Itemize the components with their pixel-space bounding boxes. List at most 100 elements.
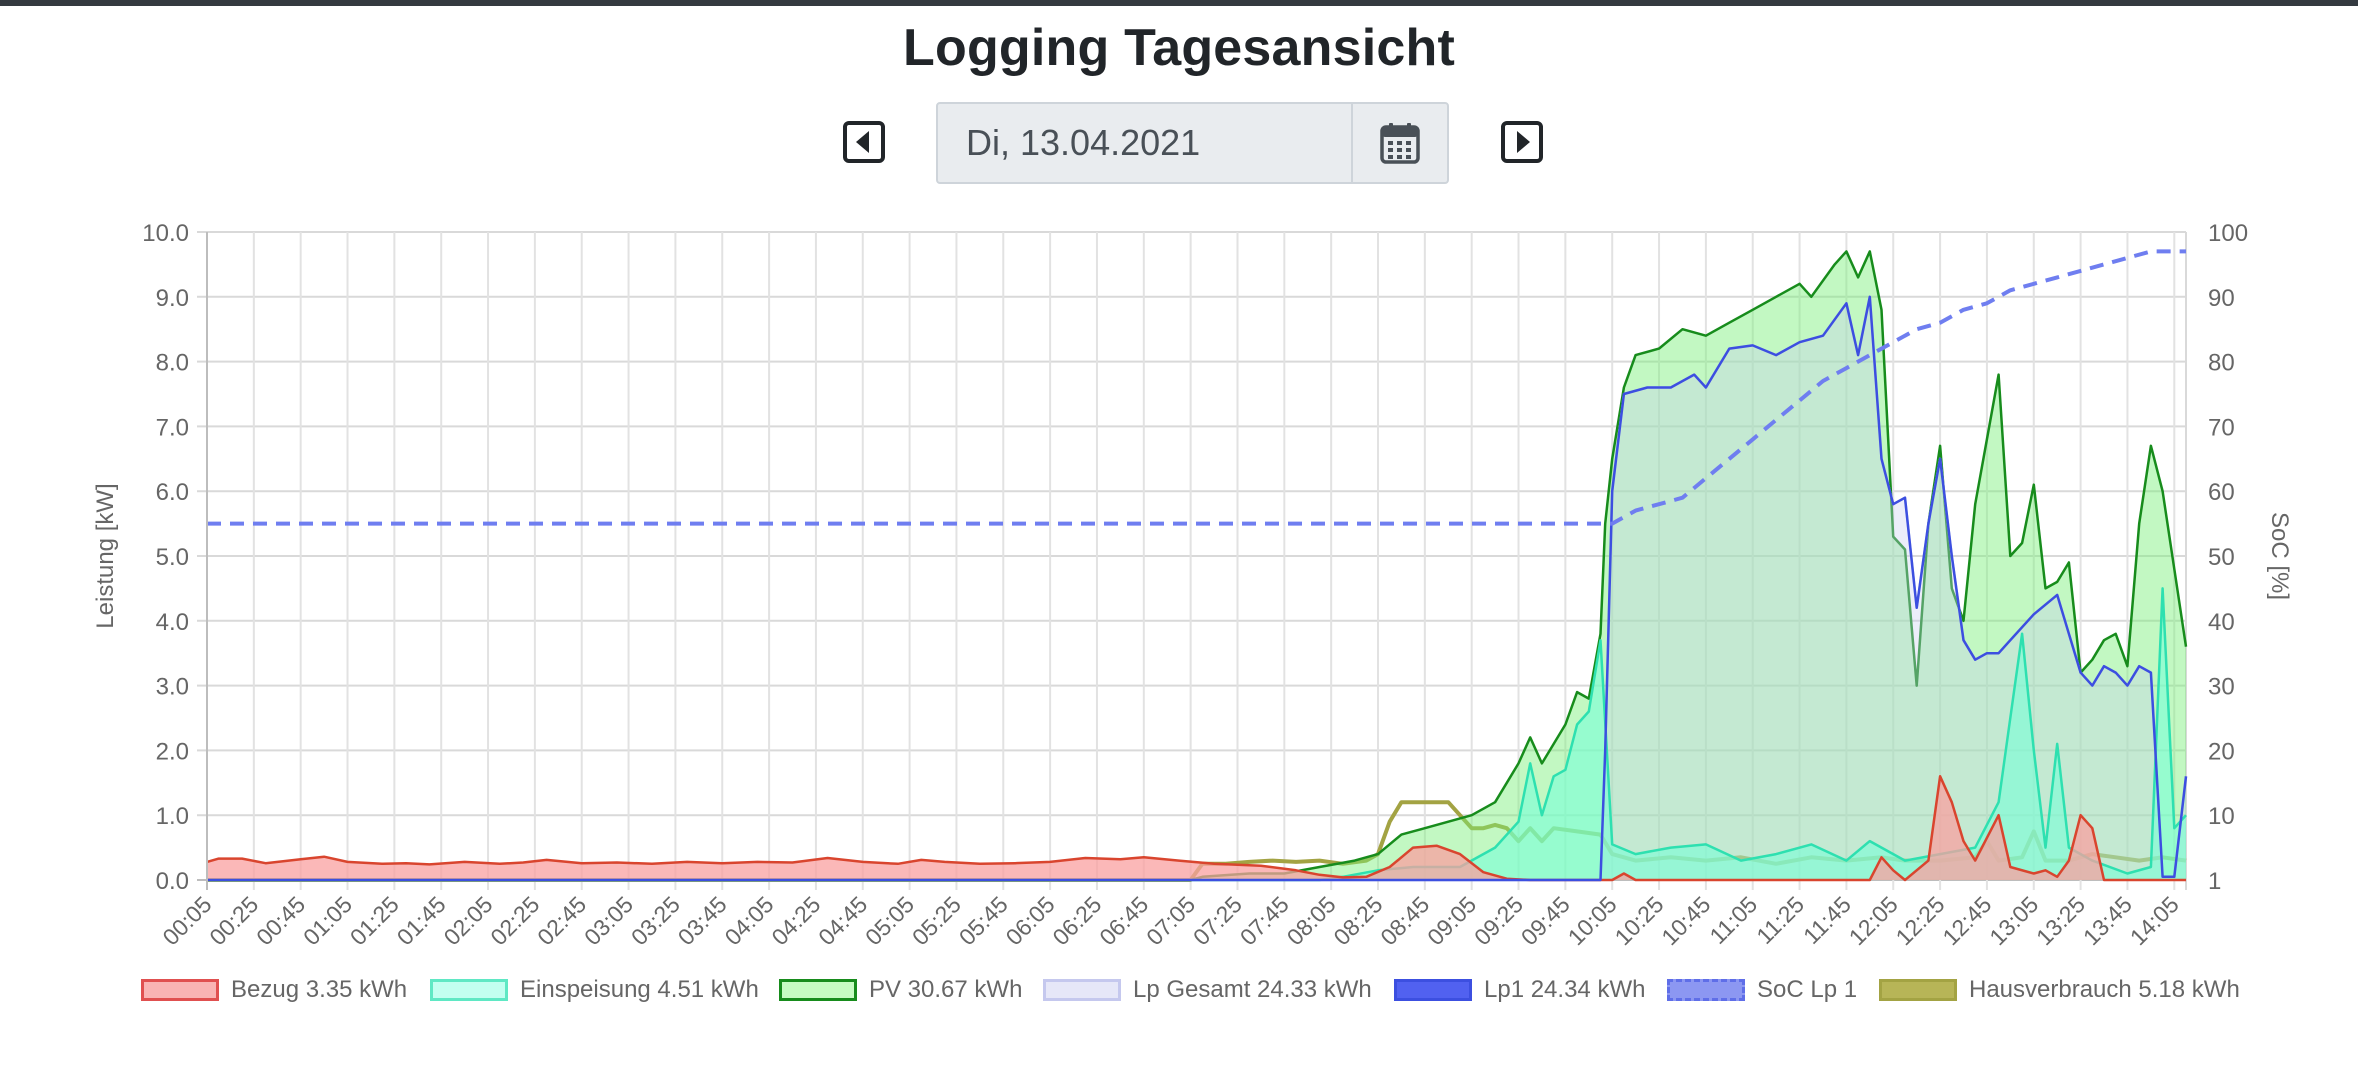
x-tick-label: 10:45	[1656, 891, 1715, 950]
y2-tick-label: 70	[2208, 414, 2235, 441]
x-tick-label: 05:45	[954, 891, 1013, 950]
y-axis-title: Leistung [kW]	[92, 483, 119, 628]
x-tick-label: 14:05	[2125, 891, 2184, 950]
x-tick-label: 10:05	[1563, 891, 1622, 950]
x-tick-label: 03:45	[673, 891, 732, 950]
legend-item[interactable]: Lp Gesamt 24.33 kWh	[1043, 970, 1372, 1010]
series-line-bezug-3-35-kwh	[206, 775, 2186, 882]
legend-swatch	[1879, 979, 1957, 1001]
legend-label: Lp1 24.34 kWh	[1484, 976, 1646, 1003]
x-tick-label: 11:25	[1751, 891, 1809, 949]
y-tick-label: 2.0	[156, 738, 189, 765]
date-input[interactable]: Di, 13.04.2021	[966, 122, 1201, 163]
x-tick-label: 04:45	[813, 891, 872, 950]
x-tick-label: 00:05	[157, 891, 216, 950]
date-picker[interactable]: Di, 13.04.2021	[936, 102, 1449, 184]
y-tick-label: 5.0	[156, 544, 189, 571]
y2-tick-label: 30	[2208, 674, 2235, 701]
y2-tick-label: 60	[2208, 479, 2235, 506]
x-tick-label: 05:25	[907, 891, 966, 950]
legend-swatch	[1043, 979, 1121, 1001]
x-tick-label: 06:45	[1094, 891, 1153, 950]
x-tick-label: 12:05	[1844, 891, 1903, 950]
y2-tick-label: 80	[2208, 350, 2235, 377]
y2-tick-label: 50	[2208, 544, 2235, 571]
x-tick-label: 02:05	[438, 891, 497, 950]
x-tick-label: 13:45	[2078, 891, 2137, 950]
x-tick-label: 04:05	[720, 891, 779, 950]
y2-tick-label: 40	[2208, 609, 2235, 636]
x-tick-label: 00:25	[204, 891, 263, 950]
x-tick-label: 08:25	[1328, 891, 1387, 950]
legend-swatch	[779, 979, 857, 1001]
x-tick-label: 00:45	[251, 891, 310, 950]
x-tick-label: 01:05	[298, 891, 357, 950]
legend-swatch	[1667, 979, 1745, 1001]
series-area-bezug-3-35-kwh	[207, 776, 2186, 880]
power-chart: 0.0 1.0 2.0 3.0 4.0 5.0 6.0 7.0 8.0 9.0 10.0 1 10 20 3…	[92, 220, 2293, 950]
legend-item[interactable]: PV 30.67 kWh	[779, 970, 1022, 1010]
next-day-button[interactable]	[1500, 120, 1544, 164]
y2-axis-title: SoC [%]	[2266, 512, 2293, 600]
x-tick-label: 09:05	[1422, 891, 1481, 950]
y-tick-label: 9.0	[156, 285, 189, 312]
series-line-pv-30-67-kwh	[207, 250, 2188, 882]
legend-item[interactable]: Einspeisung 4.51 kWh	[430, 970, 759, 1010]
x-tick-label: 08:05	[1282, 891, 1341, 950]
y-tick-label: 0.0	[156, 868, 189, 895]
x-tick-label: 10:25	[1609, 891, 1668, 950]
series-line-soc-lp-1	[207, 249, 2186, 526]
x-tick-label: 12:45	[1937, 891, 1996, 950]
legend-item[interactable]: Lp1 24.34 kWh	[1394, 970, 1645, 1010]
y-tick-label: 1.0	[156, 803, 189, 830]
y-tick-label: 8.0	[156, 350, 189, 377]
x-tick-label: 09:25	[1469, 891, 1528, 950]
page-title: Logging Tagesansicht	[903, 19, 1455, 77]
series-line-einspeisung-4-51-kwh	[207, 587, 2187, 882]
legend-item[interactable]: Bezug 3.35 kWh	[141, 970, 407, 1010]
legend-label: PV 30.67 kWh	[869, 976, 1023, 1003]
x-tick-label: 11:05	[1704, 891, 1762, 949]
y-tick-label: 4.0	[156, 609, 189, 636]
legend-item[interactable]: Hausverbrauch 5.18 kWh	[1879, 970, 2240, 1010]
y2-tick-label: 100	[2208, 220, 2248, 247]
calendar-button[interactable]	[1351, 104, 1447, 182]
y2-tick-label: 20	[2208, 738, 2235, 765]
x-tick-label: 01:45	[392, 891, 451, 950]
x-tick-label: 03:05	[579, 891, 638, 950]
legend-label: SoC Lp 1	[1757, 976, 1858, 1003]
legend-label: Einspeisung 4.51 kWh	[520, 976, 759, 1003]
series-line-lp1-24-34-kwh	[207, 295, 2188, 882]
y-tick-label: 6.0	[156, 479, 189, 506]
legend-swatch	[430, 979, 508, 1001]
x-tick-label: 13:25	[2031, 891, 2090, 950]
y2-tick-label: 90	[2208, 285, 2235, 312]
legend-label: Bezug 3.35 kWh	[231, 976, 408, 1003]
series-area-lp-gesamt-24-33-kwh	[207, 296, 2186, 880]
y-tick-label: 7.0	[156, 414, 189, 441]
x-tick-label: 02:25	[485, 891, 544, 950]
x-tick-label: 08:45	[1375, 891, 1434, 950]
legend-label: Lp Gesamt 24.33 kWh	[1133, 976, 1372, 1003]
x-tick-label: 02:45	[532, 891, 591, 950]
x-tick-label: 01:25	[345, 891, 404, 950]
series-area-pv-30-67-kwh	[207, 251, 2186, 880]
legend-swatch	[141, 979, 219, 1001]
chart-legend: Bezug 3.35 kWh Einspeisung 4.51 kWh PV 30.…	[0, 970, 2358, 1010]
top-bar	[0, 0, 2358, 6]
x-tick-label: 13:05	[1984, 891, 2043, 950]
x-tick-label: 07:05	[1141, 891, 1200, 950]
chart-series	[206, 249, 2188, 882]
x-tick-label: 06:05	[1001, 891, 1060, 950]
prev-day-button[interactable]	[842, 120, 886, 164]
caret-right-square-icon	[1501, 121, 1543, 163]
x-tick-label: 09:45	[1516, 891, 1575, 950]
x-tick-label: 03:25	[626, 891, 685, 950]
x-tick-label: 04:25	[766, 891, 825, 950]
legend-label: Hausverbrauch 5.18 kWh	[1969, 976, 2240, 1003]
y2-tick-label: 1	[2208, 868, 2221, 895]
x-tick-label: 07:25	[1188, 891, 1247, 950]
x-tick-label: 12:25	[1891, 891, 1950, 950]
x-tick-label: 07:45	[1235, 891, 1294, 950]
legend-item[interactable]: SoC Lp 1	[1667, 970, 1857, 1010]
